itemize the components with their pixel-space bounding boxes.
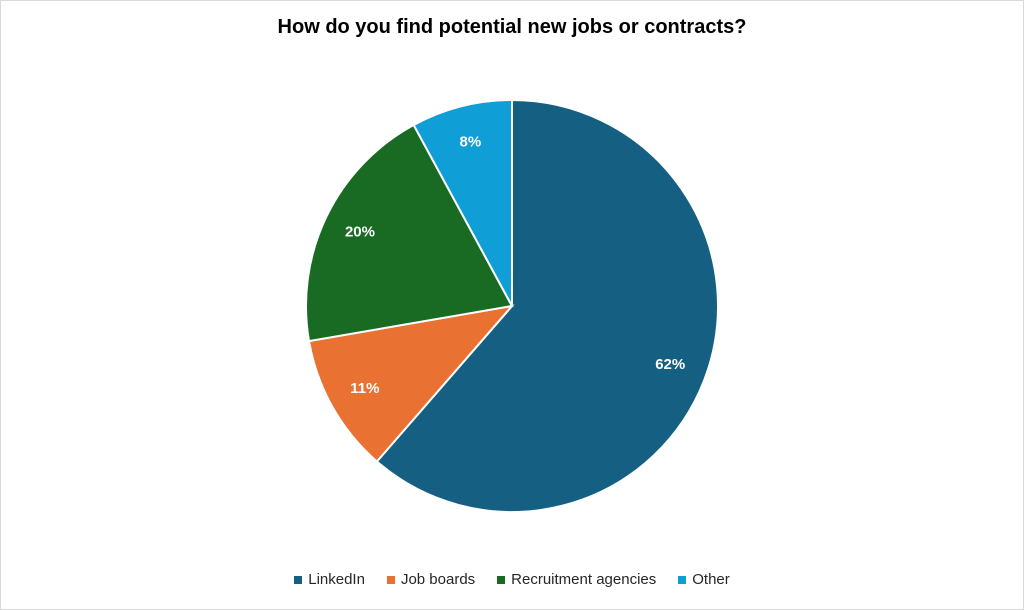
legend: LinkedIn Job boards Recruitment agencies Ot… — [0, 571, 1024, 588]
pie-slice-recruitment-agencies — [305, 123, 514, 343]
legend-swatch-other — [678, 575, 687, 584]
legend-item-linkedin: LinkedIn — [294, 571, 365, 588]
chart-title: How do you find potential new jobs or co… — [277, 16, 747, 38]
pie-slice-linkedin — [375, 98, 719, 513]
data-label-recruitment-agencies: 20% — [345, 223, 375, 240]
legend-label-recruitment-agencies: Recruitment agencies — [511, 571, 657, 588]
pie-slice-job-boards — [307, 304, 515, 463]
legend-label-linkedin: LinkedIn — [308, 571, 365, 588]
data-label-job-boards: 11% — [350, 380, 379, 397]
data-label-other: 8% — [460, 133, 482, 150]
legend-label-other: Other — [692, 571, 730, 588]
legend-item-job-boards: Job boards — [386, 571, 476, 588]
legend-swatch-recruitment-agencies — [497, 575, 506, 584]
data-label-linkedin: 62% — [655, 356, 685, 373]
pie-slice-other — [412, 98, 513, 307]
legend-label-job-boards: Job boards — [400, 571, 476, 588]
legend-swatch-job-boards — [386, 575, 395, 584]
legend-item-other: Other — [678, 571, 730, 588]
legend-item-recruitment-agencies: Recruitment agencies — [497, 571, 656, 588]
legend-swatch-linkedin — [294, 575, 303, 584]
